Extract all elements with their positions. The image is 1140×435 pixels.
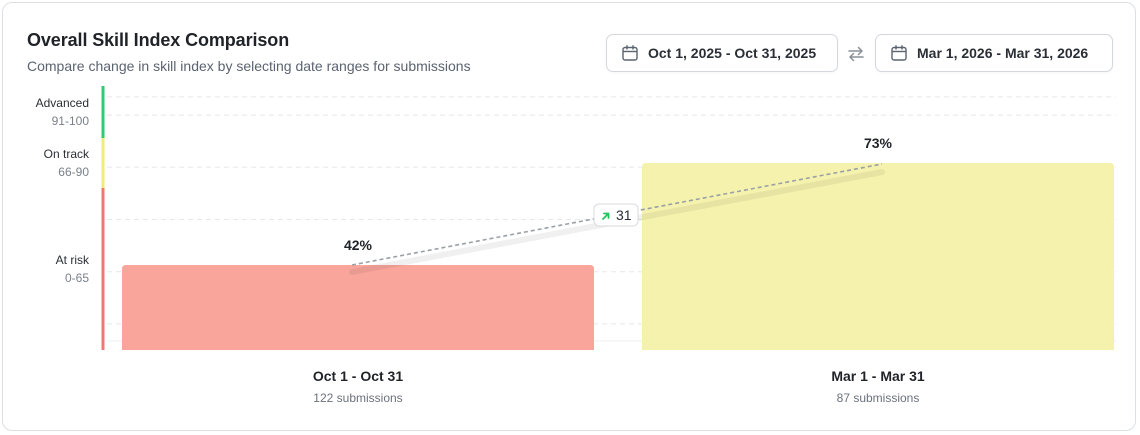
level-range: 66-90 [58,165,89,179]
date-range-b-button[interactable]: Mar 1, 2026 - Mar 31, 2026 [875,34,1113,72]
date-range-b-label: Mar 1, 2026 - Mar 31, 2026 [917,45,1089,61]
arrow-up-right-icon [602,212,610,220]
level-band-advanced [101,86,105,138]
date-range-a-button[interactable]: Oct 1, 2025 - Oct 31, 2025 [606,34,838,72]
bar-1 [122,265,594,350]
value-label: 73% [864,135,893,151]
level-range: 91-100 [52,114,90,128]
category-label: Oct 1 - Oct 31 [313,368,403,384]
category-label: Mar 1 - Mar 31 [831,368,925,384]
bar-2 [642,163,1114,350]
calendar-icon [622,45,638,61]
level-label: On track [44,147,90,161]
submissions-label: 87 submissions [837,391,920,405]
date-range-a-label: Oct 1, 2025 - Oct 31, 2025 [648,45,817,61]
change-badge [593,203,639,227]
calendar-icon [891,45,907,61]
level-range: 0-65 [65,271,89,285]
chart-title: Overall Skill Index Comparison [27,30,290,50]
level-band-at-risk [101,188,105,350]
value-label: 42% [344,237,373,253]
submissions-label: 122 submissions [313,391,402,405]
level-label: At risk [56,253,90,267]
change-value: 31 [616,207,632,223]
swap-arrows-icon[interactable] [846,44,866,64]
chart-subtitle: Compare change in skill index by selecti… [27,58,471,74]
level-label: Advanced [36,96,89,110]
level-band-on-track [101,138,105,188]
